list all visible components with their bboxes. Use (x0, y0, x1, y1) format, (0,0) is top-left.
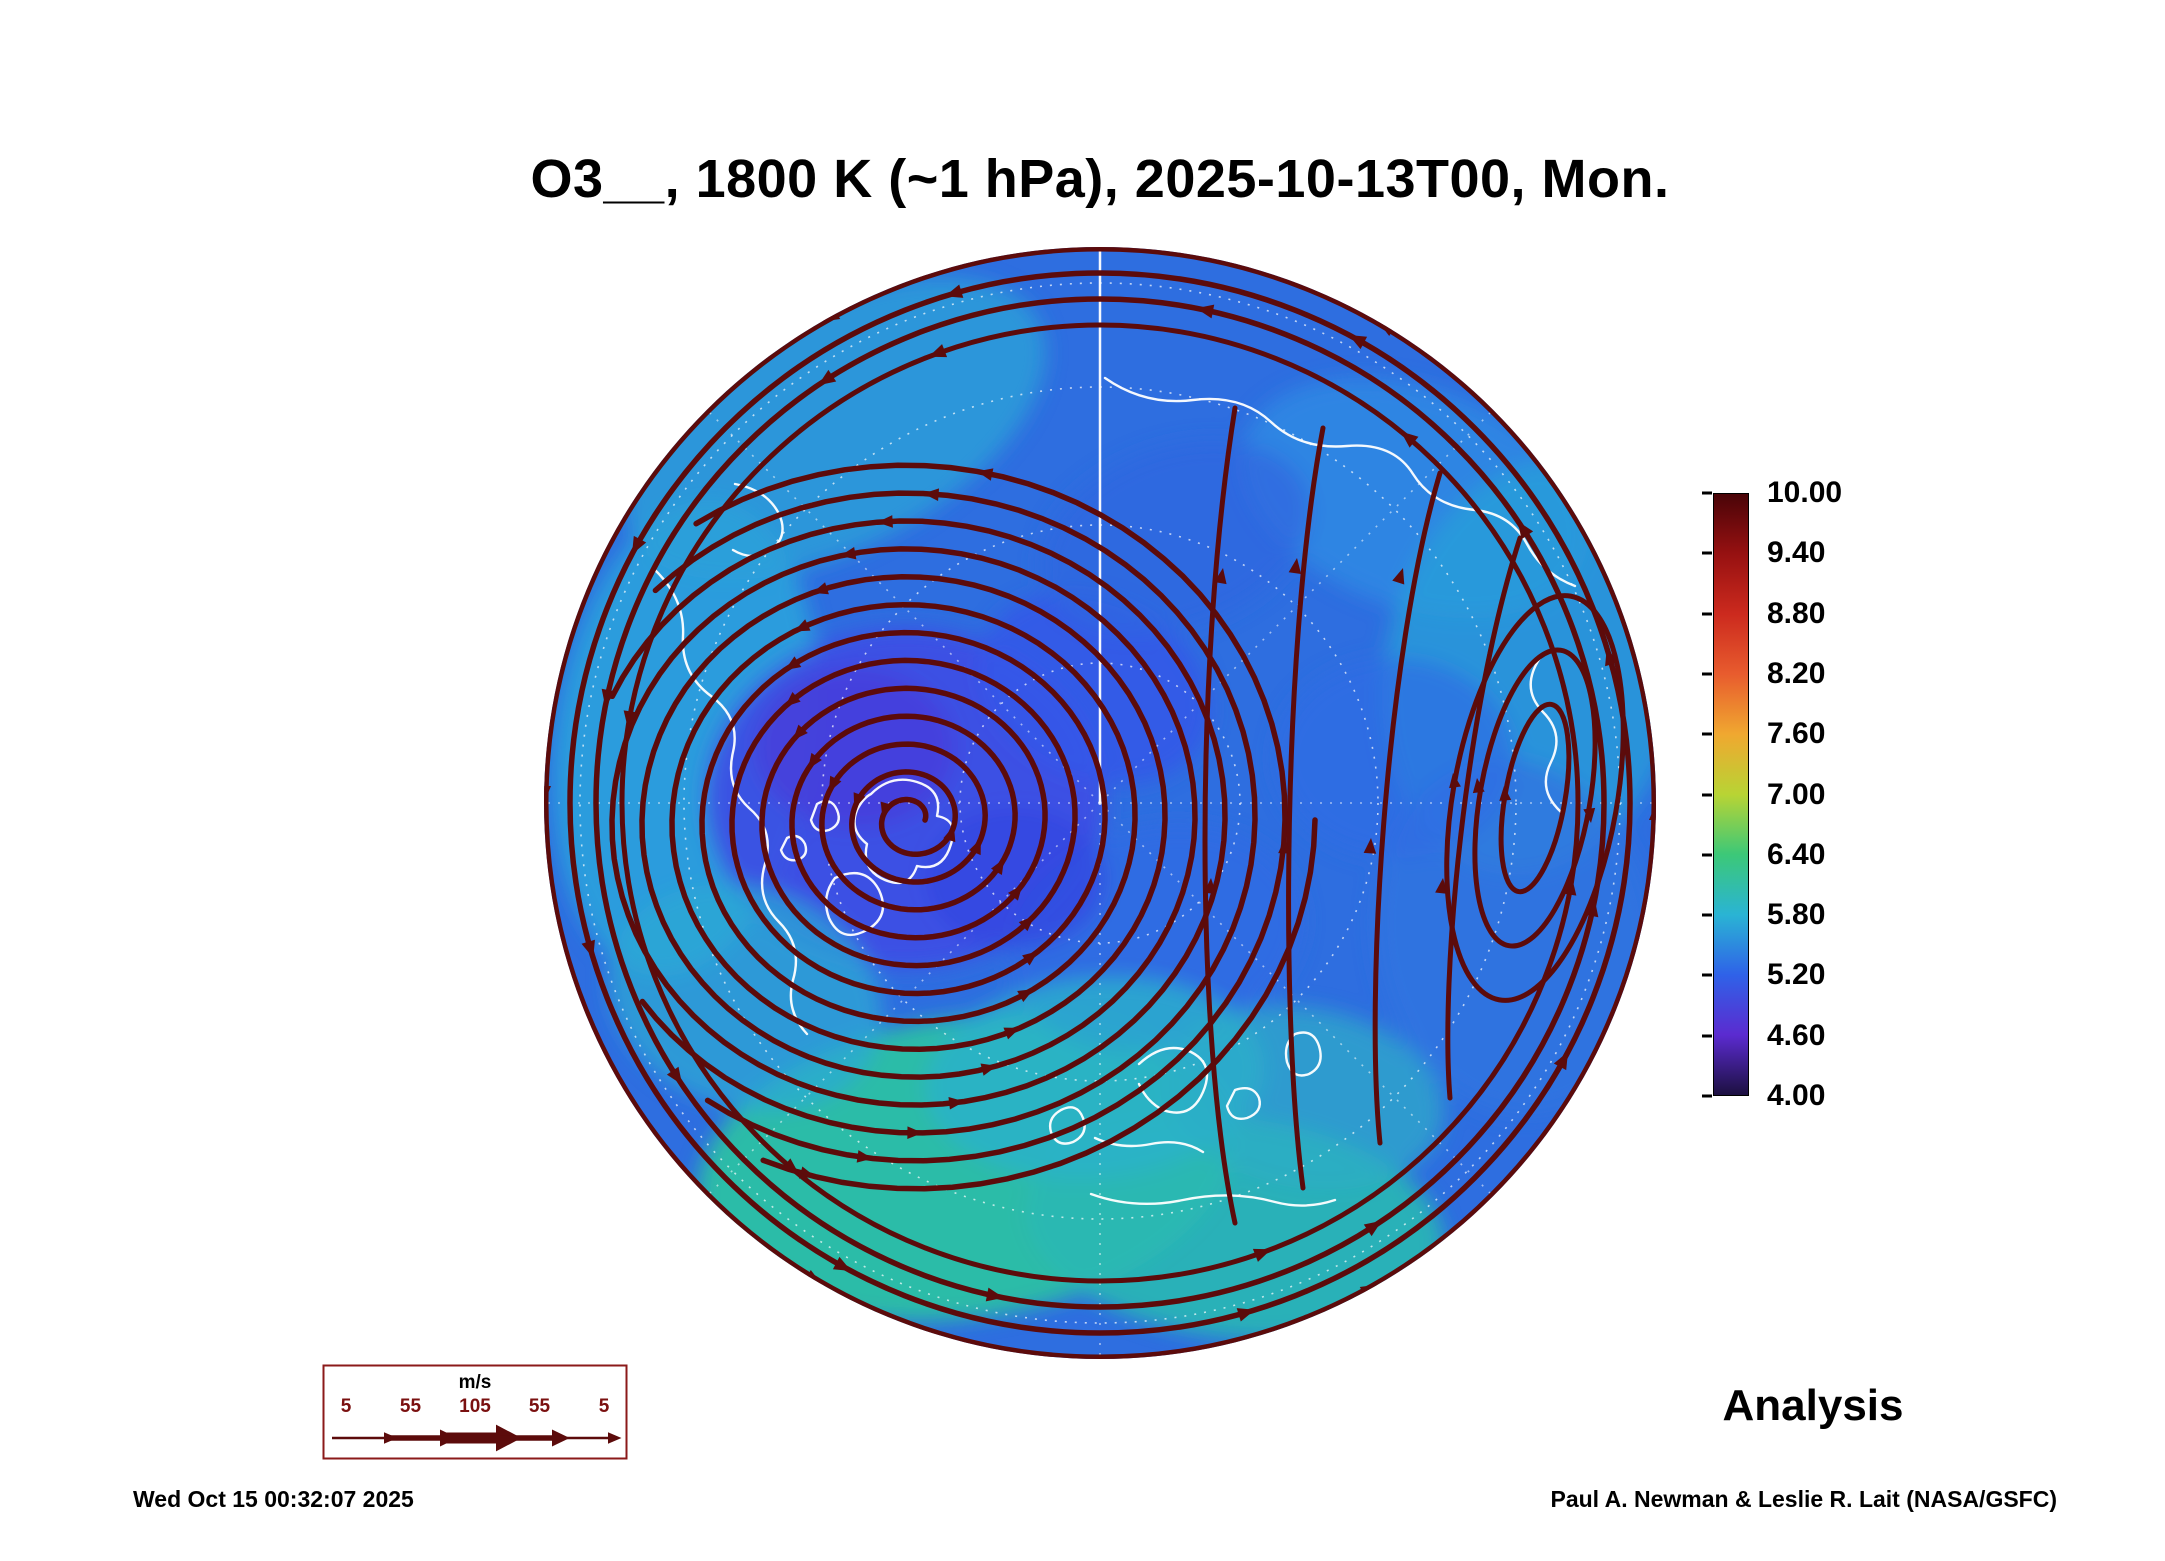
page-title: O3__, 1800 K (~1 hPa), 2025-10-13T00, Mo… (530, 149, 1670, 209)
colorbar-tick-label: 10.00 (1767, 476, 1843, 509)
colorbar-tick-mark (1702, 793, 1712, 796)
wind-legend-border (322, 1364, 628, 1460)
wind-speed-legend: m/s 5 55 105 55 5 (322, 1364, 628, 1460)
colorbar-tick-mark (1702, 551, 1712, 555)
colorbar-tick-label: 8.20 (1767, 656, 1826, 690)
colorbar-tick-label: 9.40 (1767, 536, 1826, 570)
colorbar-tick-label: 8.80 (1767, 596, 1826, 630)
wind-legend-scale: 5 55 105 55 5 (332, 1396, 622, 1452)
svg-text:55: 55 (529, 1396, 551, 1417)
colorbar-tick-label: 7.60 (1767, 717, 1826, 751)
svg-text:105: 105 (459, 1396, 491, 1417)
colorbar-tick-mark (1702, 612, 1712, 616)
colorbar-tick-mark (1702, 973, 1712, 977)
svg-text:55: 55 (400, 1396, 422, 1417)
graticule (544, 248, 1656, 1359)
svg-text:5: 5 (599, 1396, 610, 1417)
colorbar-tick-label: 6.40 (1767, 837, 1826, 871)
colorbar-tick-label: 5.20 (1767, 958, 1826, 992)
colorbar-tick-mark (1702, 732, 1712, 736)
timestamp: Wed Oct 15 00:32:07 2025 (133, 1486, 414, 1512)
wind-legend-units: m/s (459, 1372, 492, 1393)
credit: Paul A. Newman & Leslie R. Lait (NASA/GS… (1550, 1486, 2057, 1512)
colorbar-tick-mark (1702, 853, 1712, 857)
colorbar-tick-label: 4.60 (1767, 1018, 1826, 1052)
colorbar-tick-mark (1702, 491, 1712, 495)
colorbar: 10.00 9.40 8.80 8.20 7.60 7.00 6.40 5.80 5.20 4.6… (1702, 476, 1933, 1112)
colorbar-gradient (1713, 493, 1749, 1096)
colorbar-tick-mark (1702, 1094, 1712, 1098)
colorbar-tick-label: 7.00 (1767, 777, 1826, 811)
wind-streamlines (544, 247, 1656, 1359)
colorbar-tick-label: 4.00 (1767, 1079, 1826, 1112)
colorbar-tick-mark (1702, 1034, 1712, 1038)
polar-map (544, 247, 1656, 1359)
colorbar-tick-mark (1702, 913, 1712, 917)
colorbar-tick-mark (1702, 672, 1712, 676)
svg-text:5: 5 (341, 1396, 352, 1417)
analysis-label: Analysis (1722, 1381, 1904, 1430)
colorbar-tick-label: 5.80 (1767, 898, 1826, 932)
